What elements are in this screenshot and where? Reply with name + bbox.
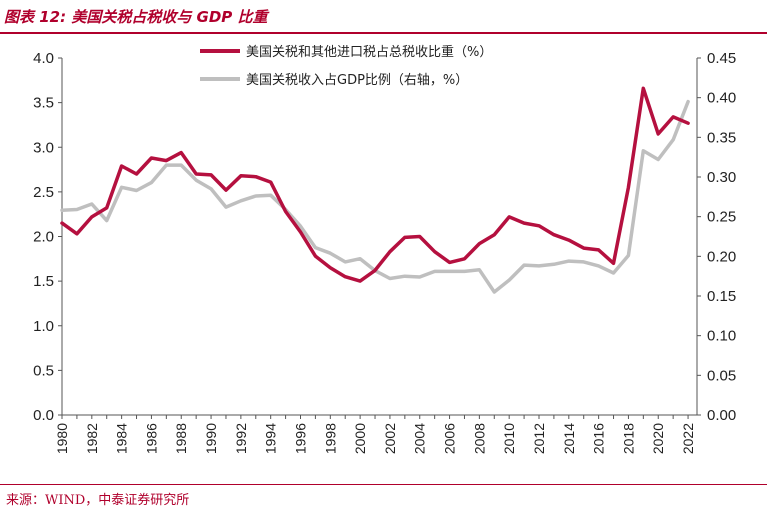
figure-title: 图表 12: 美国关税占税收与 GDP 比重 [4,8,268,26]
line-chart: 0.0 0.5 1.0 1.5 2.0 2.5 3.0 3.5 4.0 0.00 0.05 0.10… [33,44,736,454]
x-tick-label: 2006 [442,423,458,454]
x-tick-label: 1994 [263,423,279,454]
right-tick-label: 0.40 [707,90,736,107]
x-tick-label: 2014 [561,423,577,454]
left-tick-label: 1.5 [33,273,54,290]
x-tick-label: 1998 [322,423,338,454]
x-tick-label: 2020 [650,423,666,454]
right-tick-label: 0.05 [707,367,736,384]
series-tariff-share-of-gdp-line [60,99,690,294]
left-tick-label: 2.0 [33,229,54,246]
left-tick-label: 2.5 [33,184,54,201]
x-tick-label: 2010 [501,423,517,454]
x-tick-label: 2012 [531,423,547,454]
x-tick-label: 1986 [143,423,159,454]
x-tick-label: 1980 [54,423,70,454]
right-tick-label: 0.35 [707,129,736,146]
chart-axes [61,58,698,416]
x-tick-label: 1984 [114,423,130,454]
legend-label: 美国关税收入占GDP比例（右轴，%） [246,73,468,88]
right-tick-label: 0.10 [707,328,736,345]
x-tick-label: 2004 [412,423,428,454]
series-tariff-share-of-tax-line [60,86,690,283]
right-axis-ticks: 0.00 0.05 0.10 0.15 0.20 0.25 0.30 0.35 0.40 0.45 [697,50,736,424]
x-axis-ticks: 1980 1982 1984 1986 1988 1990 1992 1994 1996 1998… [54,415,696,454]
x-tick-label: 2016 [591,423,607,454]
x-tick-label: 1982 [84,423,100,454]
x-tick-label: 2018 [620,423,636,454]
left-tick-label: 1.0 [33,318,54,335]
x-tick-label: 1990 [203,423,219,454]
left-tick-label: 3.0 [33,139,54,156]
left-tick-label: 0.5 [33,362,54,379]
x-tick-label: 1996 [292,423,308,454]
right-tick-label: 0.15 [707,288,736,305]
left-tick-label: 3.5 [33,95,54,112]
x-tick-label: 2000 [352,423,368,454]
left-tick-label: 4.0 [33,50,54,67]
right-tick-label: 0.25 [707,209,736,226]
right-tick-label: 0.20 [707,248,736,265]
right-tick-label: 0.00 [707,407,736,424]
right-tick-label: 0.30 [707,169,736,186]
x-tick-label: 1988 [173,423,189,454]
x-tick-label: 2002 [382,423,398,454]
x-tick-label: 1992 [233,423,249,454]
source-note: 来源：WIND，中泰证券研究所 [6,493,190,508]
title-divider [0,32,767,34]
chart-series [60,86,690,294]
left-tick-label: 0.0 [33,407,54,424]
x-tick-label: 2022 [680,423,696,454]
chart-legend: 美国关税和其他进口税占总税收比重（%） 美国关税收入占GDP比例（右轴，%） [200,44,492,88]
right-tick-label: 0.45 [707,50,736,67]
legend-label: 美国关税和其他进口税占总税收比重（%） [246,44,492,60]
source-divider [0,484,767,485]
left-axis-ticks: 0.0 0.5 1.0 1.5 2.0 2.5 3.0 3.5 4.0 [33,50,62,424]
x-tick-label: 2008 [471,423,487,454]
